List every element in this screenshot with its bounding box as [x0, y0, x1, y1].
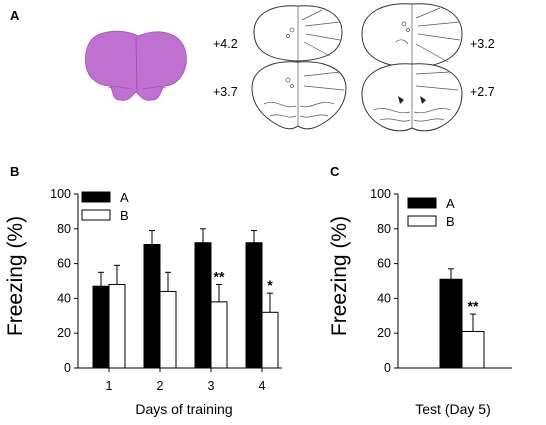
bar — [439, 278, 463, 369]
bar — [210, 301, 228, 369]
bar — [92, 285, 110, 369]
atlas-section-3-2 — [361, 3, 463, 69]
atlas-section-3-7 — [251, 61, 347, 130]
stained-brain-section — [85, 30, 187, 101]
x-tick-label: 4 — [259, 379, 266, 393]
x-tick-label: 3 — [208, 379, 215, 393]
training-freezing-chart: 0 20 40 60 80 100 1 2 3 ** 4 * AB — [50, 187, 282, 393]
y-tick-label: 100 — [50, 187, 71, 201]
bar — [245, 242, 263, 369]
legend-swatch — [81, 209, 111, 221]
coordinate-label: +4.2 — [213, 37, 238, 51]
y-tick-label: 60 — [377, 257, 391, 271]
bar — [143, 243, 161, 369]
y-tick-label: 40 — [57, 291, 71, 305]
y-tick-label: 0 — [384, 361, 391, 375]
x-axis-label: Test (Day 5) — [415, 401, 490, 417]
panel-c-letter: C — [330, 164, 340, 179]
x-tick-label: 2 — [157, 379, 164, 393]
test-freezing-chart: 0 20 40 60 80 100 ** AB — [370, 187, 512, 375]
bar — [159, 290, 177, 369]
y-axis-label: Freezing (%) — [328, 216, 351, 336]
x-axis-label: Days of training — [135, 401, 232, 417]
coordinate-label: +2.7 — [470, 85, 495, 99]
legend-label: B — [446, 214, 455, 229]
legend-swatch — [407, 197, 437, 209]
panel-b-letter: B — [10, 164, 19, 179]
bar — [461, 330, 485, 369]
y-tick-label: 80 — [377, 222, 391, 236]
y-tick-label: 60 — [57, 257, 71, 271]
significance-marker: ** — [214, 268, 225, 284]
atlas-section-2-7 — [361, 63, 463, 132]
y-tick-label: 20 — [377, 326, 391, 340]
y-tick-label: 40 — [377, 291, 391, 305]
y-tick-label: 100 — [370, 187, 391, 201]
y-axis-label: Freezing (%) — [4, 216, 27, 336]
y-tick-label: 0 — [64, 361, 71, 375]
bar — [108, 283, 126, 369]
x-tick-label: 1 — [106, 379, 113, 393]
coordinate-label: +3.2 — [470, 37, 495, 51]
atlas-section-4-2 — [253, 5, 343, 62]
legend-swatch — [81, 191, 111, 203]
bar — [261, 311, 279, 369]
legend-label: B — [120, 208, 129, 223]
y-tick-label: 20 — [57, 326, 71, 340]
y-tick-label: 80 — [57, 222, 71, 236]
significance-marker: ** — [468, 298, 479, 314]
bar — [194, 242, 212, 369]
coordinate-label: +3.7 — [213, 85, 238, 99]
panel-a-letter: A — [10, 8, 20, 23]
legend-label: A — [120, 190, 129, 205]
legend-swatch — [407, 215, 437, 227]
significance-marker: * — [267, 277, 273, 293]
legend-label: A — [446, 196, 455, 211]
